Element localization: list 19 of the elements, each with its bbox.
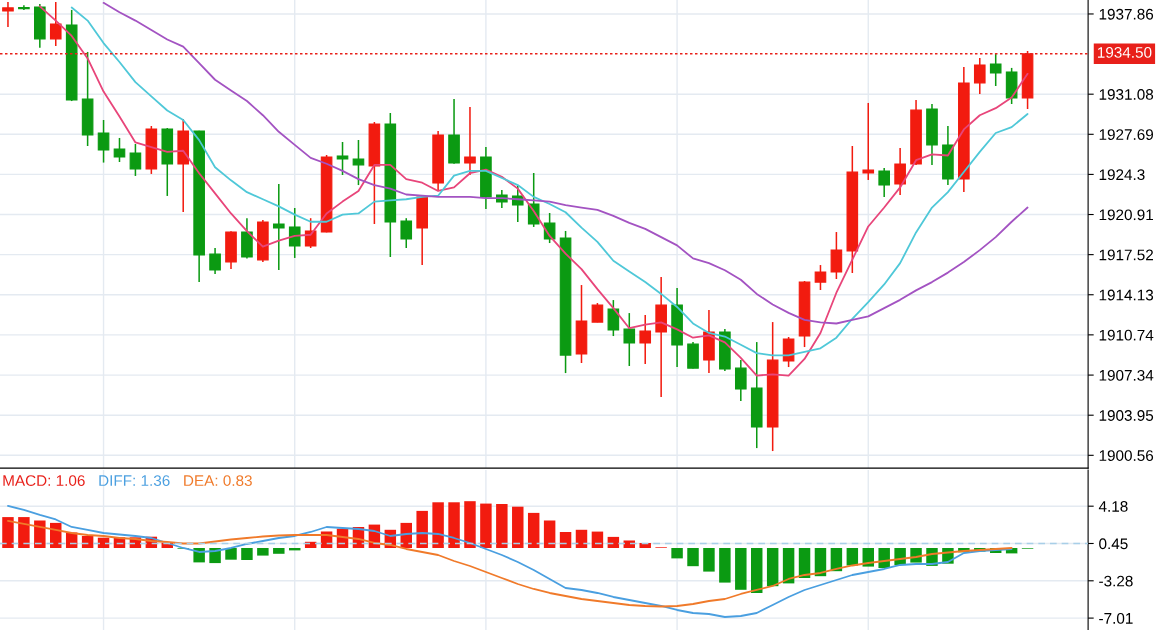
y-tick-label: 1903.95 <box>1099 410 1154 421</box>
y-tick-label: 1917.52 <box>1099 249 1153 261</box>
y-tick-label: 0.45 <box>1099 538 1128 550</box>
y-tick-label: 1907.34 <box>1099 369 1154 381</box>
ref-line-label: 1934.50 <box>1097 47 1152 58</box>
y-tick-label: 1914.13 <box>1099 289 1154 301</box>
y-tick-label: 1924.3 <box>1099 169 1145 181</box>
text: DIFF: 1.36 <box>99 475 170 486</box>
y-tick-label: 1927.69 <box>1099 129 1154 140</box>
y-tick-label: -7.01 <box>1099 612 1133 624</box>
y-tick-label: 4.18 <box>1098 501 1128 512</box>
y-tick-label: -3.28 <box>1099 575 1133 587</box>
y-tick-label: 1900.56 <box>1099 450 1154 461</box>
y-tick-label: 1937.86 <box>1099 8 1154 20</box>
y-tick-label: 1910.74 <box>1099 329 1154 341</box>
text: MACD: 1.06 <box>3 475 85 486</box>
y-tick-label: 1920.91 <box>1099 209 1154 221</box>
y-tick-label: 1931.08 <box>1099 89 1154 100</box>
text: DEA: 0.83 <box>184 475 252 486</box>
